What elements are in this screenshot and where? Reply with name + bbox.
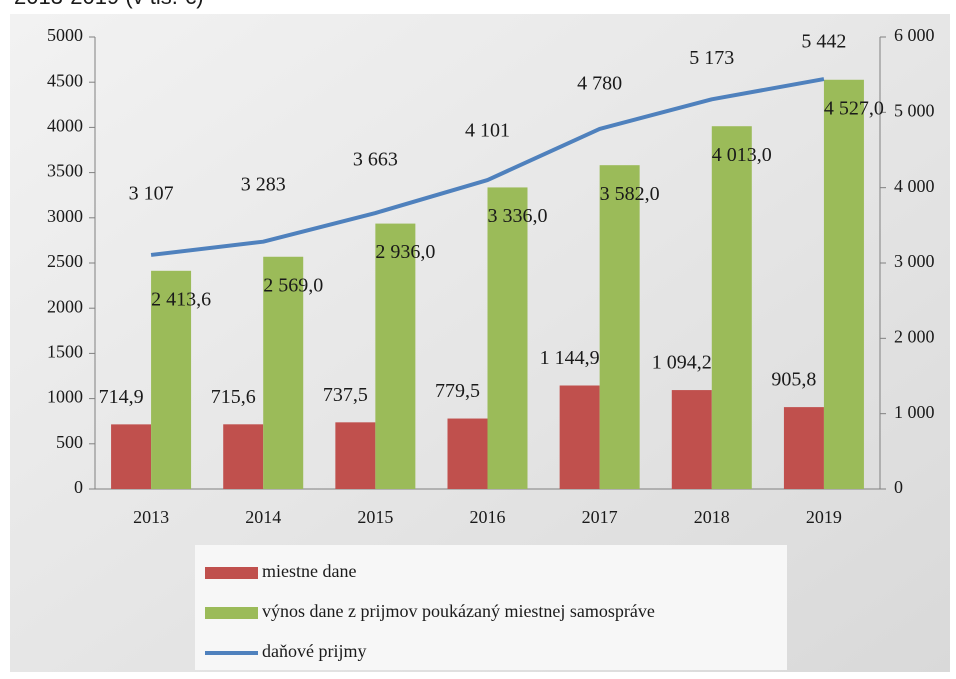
y-tick-label: 2500 bbox=[47, 251, 83, 271]
y2-tick-label: 1 000 bbox=[894, 402, 935, 422]
bar bbox=[375, 223, 416, 489]
y-tick-label: 4500 bbox=[47, 70, 83, 90]
legend-label: miestne dane bbox=[262, 561, 356, 581]
data-label: 1 094,2 bbox=[652, 352, 712, 374]
y-tick-label: 4000 bbox=[47, 116, 83, 136]
legend-label: daňové prijmy bbox=[262, 641, 366, 661]
bar bbox=[559, 385, 600, 489]
bar bbox=[223, 424, 264, 489]
y-tick-label: 3500 bbox=[47, 161, 83, 181]
bar bbox=[263, 256, 304, 489]
y-tick-label: 500 bbox=[56, 432, 83, 452]
y-tick-label: 3000 bbox=[47, 206, 83, 226]
bar bbox=[335, 422, 376, 489]
bar bbox=[711, 126, 752, 490]
x-tick-label: 2017 bbox=[582, 507, 618, 527]
data-label: 3 582,0 bbox=[600, 183, 660, 205]
x-tick-label: 2019 bbox=[806, 507, 842, 527]
bar bbox=[487, 187, 528, 489]
data-label: 3 663 bbox=[353, 149, 398, 171]
data-label: 3 107 bbox=[129, 183, 174, 205]
data-label: 4 780 bbox=[577, 73, 622, 95]
data-label: 715,6 bbox=[211, 386, 256, 408]
data-label: 3 336,0 bbox=[488, 205, 548, 227]
chart-title: 2013-2019 (v tis. €) bbox=[14, 0, 204, 9]
data-label: 737,5 bbox=[323, 384, 368, 406]
x-tick-label: 2016 bbox=[470, 507, 506, 527]
bar bbox=[783, 407, 824, 489]
x-tick-label: 2014 bbox=[245, 507, 281, 527]
legend-swatch bbox=[205, 607, 258, 619]
data-label: 905,8 bbox=[771, 369, 816, 391]
y-tick-label: 1500 bbox=[47, 342, 83, 362]
data-label: 3 283 bbox=[241, 173, 286, 195]
y2-tick-label: 2 000 bbox=[894, 326, 935, 346]
bar bbox=[671, 390, 712, 489]
bar bbox=[111, 424, 152, 489]
bar bbox=[447, 418, 488, 489]
x-tick-label: 2018 bbox=[694, 507, 730, 527]
bar bbox=[599, 165, 640, 489]
data-label: 2 936,0 bbox=[375, 241, 435, 263]
bar bbox=[151, 270, 192, 489]
y2-tick-label: 5 000 bbox=[894, 100, 935, 120]
y2-tick-label: 3 000 bbox=[894, 251, 935, 271]
legend-label: výnos dane z prijmov poukázaný miestnej … bbox=[262, 601, 655, 621]
line bbox=[150, 77, 825, 257]
y-tick-label: 5000 bbox=[47, 25, 83, 45]
data-label: 2 413,6 bbox=[151, 288, 211, 310]
data-label: 4 527,0 bbox=[824, 97, 884, 119]
data-label: 1 144,9 bbox=[540, 347, 600, 369]
y2-tick-label: 6 000 bbox=[894, 25, 935, 45]
data-label: 714,9 bbox=[99, 386, 144, 408]
data-label: 5 442 bbox=[801, 31, 846, 53]
x-tick-label: 2015 bbox=[357, 507, 393, 527]
y-tick-label: 2000 bbox=[47, 296, 83, 316]
data-label: 2 569,0 bbox=[263, 274, 323, 296]
bar bbox=[823, 79, 864, 489]
data-label: 4 101 bbox=[465, 120, 510, 142]
y2-tick-label: 4 000 bbox=[894, 176, 935, 196]
legend-box bbox=[195, 545, 787, 670]
y-tick-label: 0 bbox=[74, 477, 83, 497]
y2-tick-label: 0 bbox=[894, 477, 903, 497]
y-tick-label: 1000 bbox=[47, 387, 83, 407]
data-label: 5 173 bbox=[689, 47, 734, 69]
data-label: 4 013,0 bbox=[712, 144, 772, 166]
legend-swatch bbox=[205, 567, 258, 579]
data-label: 779,5 bbox=[435, 380, 480, 402]
x-tick-label: 2013 bbox=[133, 507, 169, 527]
